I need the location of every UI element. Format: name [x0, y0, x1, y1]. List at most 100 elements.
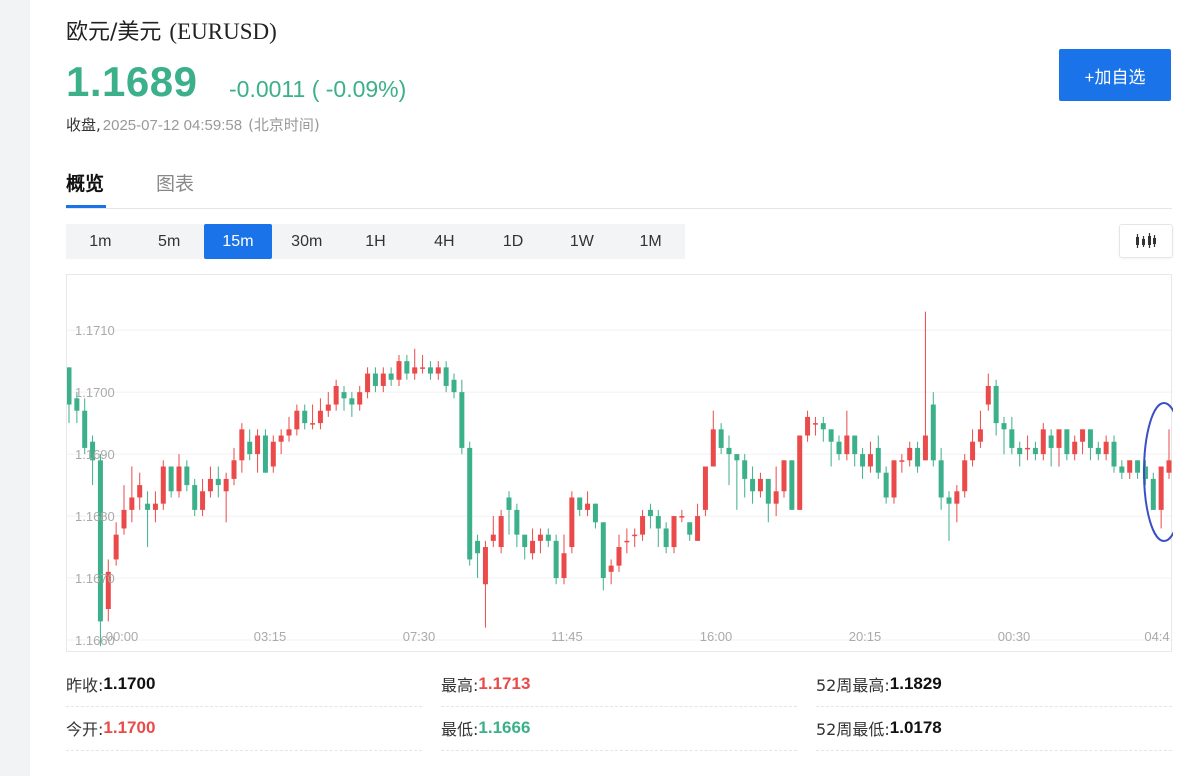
- candle: [679, 509, 685, 523]
- candle: [1119, 460, 1125, 479]
- status-timestamp: 2025-07-12 04:59:58: [102, 117, 243, 134]
- chart-type-button[interactable]: [1119, 224, 1173, 258]
- candle-body: [231, 460, 237, 479]
- candle: [1001, 416, 1007, 455]
- candle: [561, 534, 567, 585]
- candle: [231, 447, 237, 486]
- stat-label: 52周最低:: [816, 720, 890, 739]
- stat-label: 最低:: [441, 720, 479, 739]
- period-1h[interactable]: 1H: [365, 232, 386, 250]
- x-axis-labels: 00:00 03:15 07:30 11:45 16:00 20:15 00:30 04:4: [106, 629, 1170, 644]
- add-to-watchlist-button[interactable]: +加自选: [1059, 49, 1171, 101]
- candle: [695, 503, 701, 541]
- candle-body: [310, 423, 316, 425]
- candle: [1025, 435, 1031, 461]
- candle-body: [459, 392, 465, 448]
- candle-body: [129, 497, 135, 510]
- candle: [357, 385, 363, 411]
- candle: [262, 429, 268, 473]
- candle: [349, 392, 355, 417]
- candle: [545, 528, 551, 548]
- stat-value: 1.0178: [889, 718, 942, 737]
- period-30m[interactable]: 30m: [291, 232, 323, 250]
- candle: [420, 354, 426, 374]
- status-label: 收盘,: [66, 116, 101, 134]
- candle: [427, 361, 433, 380]
- candle-body: [726, 447, 732, 455]
- candle-body: [443, 367, 449, 386]
- candle-body: [899, 460, 905, 462]
- candle: [915, 441, 921, 473]
- candle: [797, 435, 803, 510]
- candle: [726, 435, 732, 486]
- candle-body: [247, 441, 253, 455]
- candle-body: [915, 447, 921, 467]
- x-tick-label: 00:30: [998, 629, 1031, 644]
- candle-body: [1025, 447, 1031, 450]
- candle: [467, 441, 473, 566]
- period-1mo[interactable]: 1M: [639, 232, 662, 250]
- candle-body: [1072, 441, 1078, 455]
- candle-body: [907, 447, 913, 461]
- candle: [569, 491, 575, 554]
- candle: [459, 379, 465, 455]
- candle: [137, 472, 143, 510]
- period-1w[interactable]: 1W: [569, 232, 594, 250]
- candle-body: [600, 522, 606, 579]
- candle: [734, 454, 740, 510]
- candle: [647, 503, 653, 529]
- candle: [616, 534, 622, 572]
- tab-overview[interactable]: 概览: [66, 173, 105, 195]
- candle-body: [640, 516, 646, 535]
- candle-body: [852, 435, 858, 455]
- instrument-name: 欧元/美元: [66, 20, 162, 45]
- candle-body: [372, 373, 378, 386]
- candle-body: [105, 571, 111, 610]
- candle: [443, 361, 449, 393]
- candle-body: [993, 385, 999, 424]
- period-selector: 1m 5m 15m 30m 1H 4H 1D 1W 1M: [66, 224, 685, 259]
- candle: [820, 416, 826, 442]
- candle: [317, 398, 323, 430]
- price-chart[interactable]: 1.1710 1.1700 1.1690 1.1680 1.1670 1.1660 00:…: [66, 274, 1173, 652]
- stat-value: 1.1829: [889, 674, 942, 693]
- candle: [875, 435, 881, 479]
- candle-body: [561, 553, 567, 579]
- period-15m[interactable]: 15m: [203, 224, 273, 259]
- candle-body: [537, 534, 543, 541]
- period-5m[interactable]: 5m: [158, 232, 181, 250]
- period-1m[interactable]: 1m: [89, 232, 112, 250]
- candle: [907, 441, 913, 467]
- y-tick-label: 1.1670: [75, 571, 115, 586]
- candle: [192, 478, 198, 517]
- candle: [655, 509, 661, 548]
- instrument-code: (EURUSD): [169, 19, 277, 44]
- candle-body: [977, 429, 983, 442]
- x-tick-label: 07:30: [403, 629, 436, 644]
- candle-body: [624, 540, 630, 543]
- candle: [113, 522, 119, 566]
- candle-body: [1040, 429, 1046, 455]
- candle: [325, 392, 331, 417]
- candle: [435, 361, 441, 380]
- candle-body: [1080, 429, 1086, 442]
- candle-body: [215, 478, 221, 486]
- candle: [600, 522, 606, 591]
- y-tick-label: 1.1690: [75, 447, 115, 462]
- candle-body: [679, 516, 685, 518]
- candle: [789, 460, 795, 510]
- candle-body: [1056, 429, 1062, 448]
- x-tick-label: 00:00: [106, 629, 139, 644]
- period-1d[interactable]: 1D: [502, 232, 524, 250]
- x-tick-label: 04:4: [1144, 629, 1169, 644]
- candle: [805, 410, 811, 442]
- candle: [451, 373, 457, 399]
- candle-body: [325, 404, 331, 411]
- market-status: 收盘, 2025-07-12 04:59:58 (北京时间): [66, 114, 320, 135]
- candle: [475, 534, 481, 579]
- candle-body: [757, 478, 763, 492]
- tab-chart[interactable]: 图表: [156, 173, 195, 195]
- candle-body: [577, 497, 583, 510]
- period-4h[interactable]: 4H: [434, 232, 455, 250]
- candle: [828, 429, 834, 467]
